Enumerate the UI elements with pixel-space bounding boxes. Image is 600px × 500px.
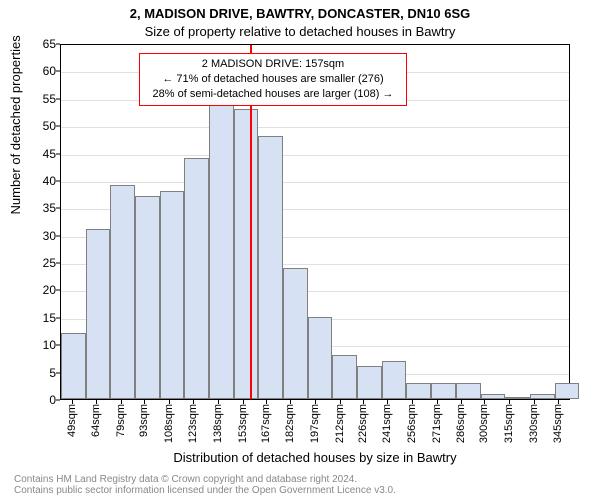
y-tick-mark — [56, 345, 60, 346]
x-tick-label: 271sqm — [431, 404, 443, 443]
annotation-line1: 2 MADISON DRIVE: 157sqm — [146, 57, 400, 72]
histogram-bar — [481, 394, 506, 399]
histogram-bar — [406, 383, 431, 399]
histogram-bar — [555, 383, 580, 399]
footer-line1: Contains HM Land Registry data © Crown c… — [14, 474, 586, 485]
x-tick-label: 49sqm — [66, 404, 78, 437]
histogram-bar — [283, 268, 308, 399]
y-tick-label: 35 — [16, 201, 56, 215]
histogram-bar — [160, 191, 185, 399]
x-axis-label: Distribution of detached houses by size … — [60, 450, 570, 465]
y-tick-label: 0 — [16, 393, 56, 407]
footer-attribution: Contains HM Land Registry data © Crown c… — [14, 474, 586, 496]
chart-container: { "chart": { "type": "histogram", "title… — [0, 0, 600, 500]
y-tick-mark — [56, 153, 60, 154]
histogram-bar — [258, 136, 283, 399]
x-tick-label: 345sqm — [552, 404, 564, 443]
footer-line2: Contains public sector information licen… — [14, 485, 586, 496]
x-tick-label: 138sqm — [212, 404, 224, 443]
y-tick-label: 25 — [16, 256, 56, 270]
y-tick-mark — [56, 263, 60, 264]
histogram-bar — [332, 355, 357, 399]
histogram-bar — [135, 196, 160, 399]
y-tick-label: 40 — [16, 174, 56, 188]
annotation-box: 2 MADISON DRIVE: 157sqm ← 71% of detache… — [139, 53, 407, 106]
y-tick-label: 10 — [16, 338, 56, 352]
x-tick-label: 123sqm — [187, 404, 199, 443]
histogram-bar — [234, 109, 259, 399]
y-tick-label: 45 — [16, 147, 56, 161]
y-tick-label: 30 — [16, 229, 56, 243]
y-tick-mark — [56, 71, 60, 72]
y-tick-mark — [56, 44, 60, 45]
x-tick-label: 330sqm — [528, 404, 540, 443]
y-tick-mark — [56, 317, 60, 318]
y-tick-label: 20 — [16, 283, 56, 297]
y-tick-mark — [56, 372, 60, 373]
x-tick-label: 108sqm — [163, 404, 175, 443]
histogram-bar — [505, 397, 530, 399]
histogram-bar — [382, 361, 407, 399]
histogram-bar — [530, 394, 555, 399]
y-tick-label: 60 — [16, 64, 56, 78]
x-tick-label: 182sqm — [284, 404, 296, 443]
annotation-line3: 28% of semi-detached houses are larger (… — [146, 87, 400, 102]
y-tick-label: 65 — [16, 37, 56, 51]
y-tick-label: 55 — [16, 92, 56, 106]
y-tick-mark — [56, 290, 60, 291]
y-tick-label: 15 — [16, 311, 56, 325]
x-tick-label: 197sqm — [309, 404, 321, 443]
x-tick-label: 167sqm — [260, 404, 272, 443]
y-tick-label: 5 — [16, 366, 56, 380]
histogram-bar — [184, 158, 209, 399]
x-tick-label: 64sqm — [90, 404, 102, 437]
y-tick-mark — [56, 126, 60, 127]
histogram-bar — [110, 185, 135, 399]
y-tick-mark — [56, 98, 60, 99]
histogram-bar — [357, 366, 382, 399]
x-tick-label: 93sqm — [138, 404, 150, 437]
chart-subtitle: Size of property relative to detached ho… — [0, 24, 600, 39]
annotation-line2: ← 71% of detached houses are smaller (27… — [146, 72, 400, 87]
histogram-bar — [456, 383, 481, 399]
y-tick-label: 50 — [16, 119, 56, 133]
plot-area: 2 MADISON DRIVE: 157sqm ← 71% of detache… — [60, 44, 570, 400]
x-tick-label: 256sqm — [406, 404, 418, 443]
histogram-bar — [431, 383, 456, 399]
x-tick-label: 212sqm — [334, 404, 346, 443]
histogram-bar — [61, 333, 86, 399]
x-tick-label: 226sqm — [357, 404, 369, 443]
x-tick-label: 79sqm — [115, 404, 127, 437]
histogram-bar — [308, 317, 333, 399]
y-tick-mark — [56, 235, 60, 236]
x-tick-label: 286sqm — [455, 404, 467, 443]
chart-title-address: 2, MADISON DRIVE, BAWTRY, DONCASTER, DN1… — [0, 6, 600, 21]
histogram-bar — [86, 229, 111, 399]
x-tick-label: 300sqm — [478, 404, 490, 443]
histogram-bar — [209, 98, 234, 399]
x-tick-label: 153sqm — [237, 404, 249, 443]
x-tick-label: 315sqm — [503, 404, 515, 443]
x-tick-label: 241sqm — [381, 404, 393, 443]
y-tick-mark — [56, 180, 60, 181]
y-tick-mark — [56, 400, 60, 401]
y-tick-mark — [56, 208, 60, 209]
